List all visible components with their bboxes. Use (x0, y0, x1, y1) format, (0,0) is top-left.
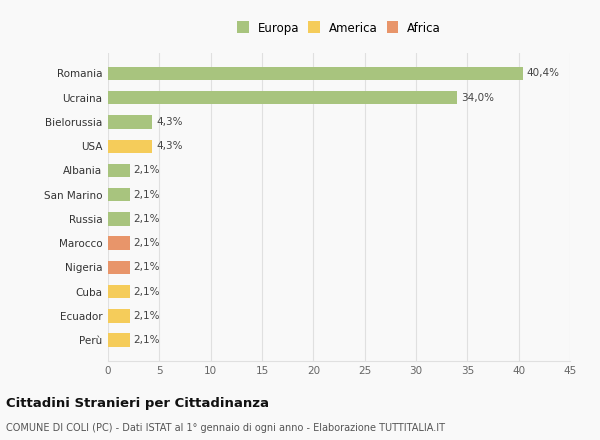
Text: 2,1%: 2,1% (134, 165, 160, 176)
Bar (108, 236, 130, 250)
Text: 2,1%: 2,1% (134, 335, 160, 345)
Bar (108, 285, 130, 298)
Text: 4,3%: 4,3% (156, 117, 183, 127)
Legend: Europa, America, Africa: Europa, America, Africa (238, 22, 440, 35)
Bar (108, 164, 130, 177)
Bar (108, 91, 457, 104)
Bar (108, 261, 130, 274)
Bar (108, 139, 152, 153)
Bar (108, 115, 152, 128)
Bar (108, 309, 130, 323)
Text: 4,3%: 4,3% (156, 141, 183, 151)
Text: 34,0%: 34,0% (461, 93, 494, 103)
Text: 2,1%: 2,1% (134, 262, 160, 272)
Bar (108, 212, 130, 226)
Text: 2,1%: 2,1% (134, 214, 160, 224)
Text: 2,1%: 2,1% (134, 286, 160, 297)
Bar (108, 334, 130, 347)
Text: 2,1%: 2,1% (134, 311, 160, 321)
Text: COMUNE DI COLI (PC) - Dati ISTAT al 1° gennaio di ogni anno - Elaborazione TUTTI: COMUNE DI COLI (PC) - Dati ISTAT al 1° g… (6, 423, 445, 433)
Bar (108, 188, 130, 202)
Text: Cittadini Stranieri per Cittadinanza: Cittadini Stranieri per Cittadinanza (6, 397, 269, 410)
Text: 2,1%: 2,1% (134, 190, 160, 200)
Text: 40,4%: 40,4% (527, 69, 560, 78)
Bar (108, 67, 523, 80)
Text: 2,1%: 2,1% (134, 238, 160, 248)
